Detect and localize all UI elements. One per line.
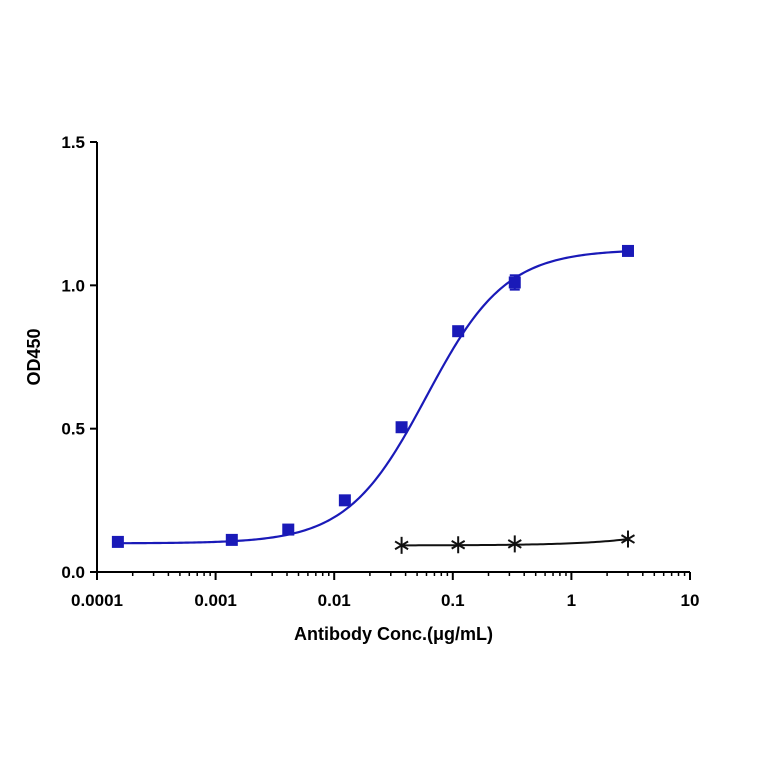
series-2-point: [507, 535, 522, 553]
series-1-point: [452, 325, 465, 338]
x-tick-label: 1: [567, 591, 576, 610]
star-stroke: [451, 540, 466, 550]
y-tick-label: 0.5: [61, 420, 85, 439]
series-2-point: [451, 536, 466, 554]
series-1-point: [111, 535, 124, 548]
series-1-point: [508, 276, 521, 289]
series-1-point: [225, 533, 238, 546]
series-2-point: [620, 530, 636, 548]
y-tick-label: 1.5: [61, 133, 85, 152]
y-axis-label: OD450: [24, 328, 44, 385]
series-1-point: [621, 244, 634, 257]
x-tick-label: 10: [681, 591, 700, 610]
series-1-point: [395, 421, 408, 434]
series-2-point: [394, 536, 409, 554]
x-tick-label: 0.01: [318, 591, 351, 610]
x-axis-label: Antibody Conc.(μg/mL): [294, 624, 493, 644]
star-stroke: [507, 539, 522, 549]
star-stroke: [394, 540, 409, 551]
x-tick-label: 0.0001: [71, 591, 123, 610]
fit-curves: [117, 250, 629, 547]
series-1-point: [338, 494, 351, 507]
x-tick-label: 0.1: [441, 591, 465, 610]
series-1-point: [282, 523, 295, 536]
axes: 0.0 0.5 1.0 1.5 0.0001 0.001 0.01 0.1 1 10: [61, 133, 699, 610]
star-stroke: [620, 534, 636, 544]
data-points: [111, 244, 636, 554]
y-tick-label: 1.0: [61, 276, 85, 295]
series-1-fit-curve: [117, 250, 629, 545]
y-tick-label: 0.0: [61, 563, 85, 582]
x-tick-label: 0.001: [194, 591, 237, 610]
